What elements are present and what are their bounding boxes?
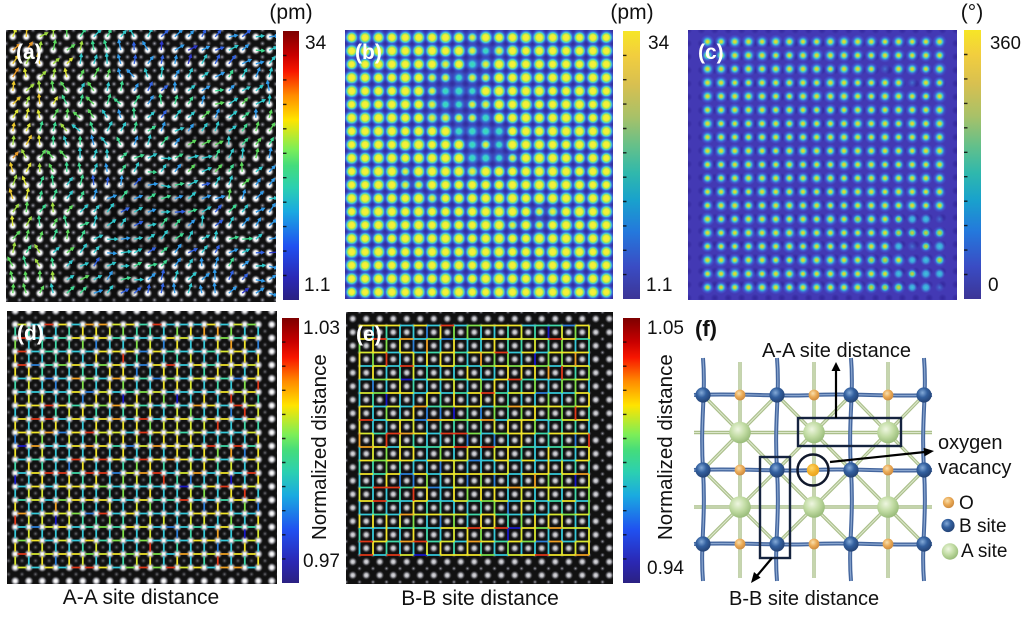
svg-text:1.03: 1.03	[303, 318, 340, 339]
svg-text:34: 34	[648, 33, 670, 54]
svg-text:B-B site distance: B-B site distance	[401, 587, 559, 610]
svg-text:A-A site distance: A-A site distance	[63, 586, 219, 609]
svg-text:B-B site distance: B-B site distance	[729, 588, 879, 610]
svg-text:B site: B site	[959, 516, 1007, 537]
svg-text:360: 360	[990, 32, 1021, 53]
svg-text:(a): (a)	[16, 41, 42, 64]
svg-text:1.1: 1.1	[646, 275, 672, 296]
svg-text:Normalized distance: Normalized distance	[654, 354, 677, 540]
svg-text:(d): (d)	[17, 322, 44, 345]
svg-text:A-A site distance: A-A site distance	[762, 340, 911, 362]
svg-text:Normalized distance: Normalized distance	[308, 354, 331, 540]
svg-text:(°): (°)	[961, 1, 983, 24]
svg-text:34: 34	[305, 33, 327, 54]
svg-text:1.05: 1.05	[647, 318, 684, 339]
svg-text:A site: A site	[961, 541, 1007, 562]
svg-text:0: 0	[988, 275, 999, 296]
svg-text:O: O	[959, 493, 974, 514]
svg-text:(c): (c)	[698, 41, 724, 64]
svg-text:oxygen: oxygen	[938, 432, 1003, 454]
svg-text:(pm): (pm)	[269, 1, 312, 24]
svg-text:(e): (e)	[356, 323, 382, 346]
svg-text:0.97: 0.97	[303, 551, 340, 572]
svg-text:(f): (f)	[695, 316, 717, 341]
svg-text:vacancy: vacancy	[938, 457, 1011, 479]
svg-text:1.1: 1.1	[304, 275, 330, 296]
svg-text:(pm): (pm)	[610, 1, 653, 24]
svg-text:0.94: 0.94	[647, 558, 684, 579]
svg-text:(b): (b)	[355, 41, 382, 64]
